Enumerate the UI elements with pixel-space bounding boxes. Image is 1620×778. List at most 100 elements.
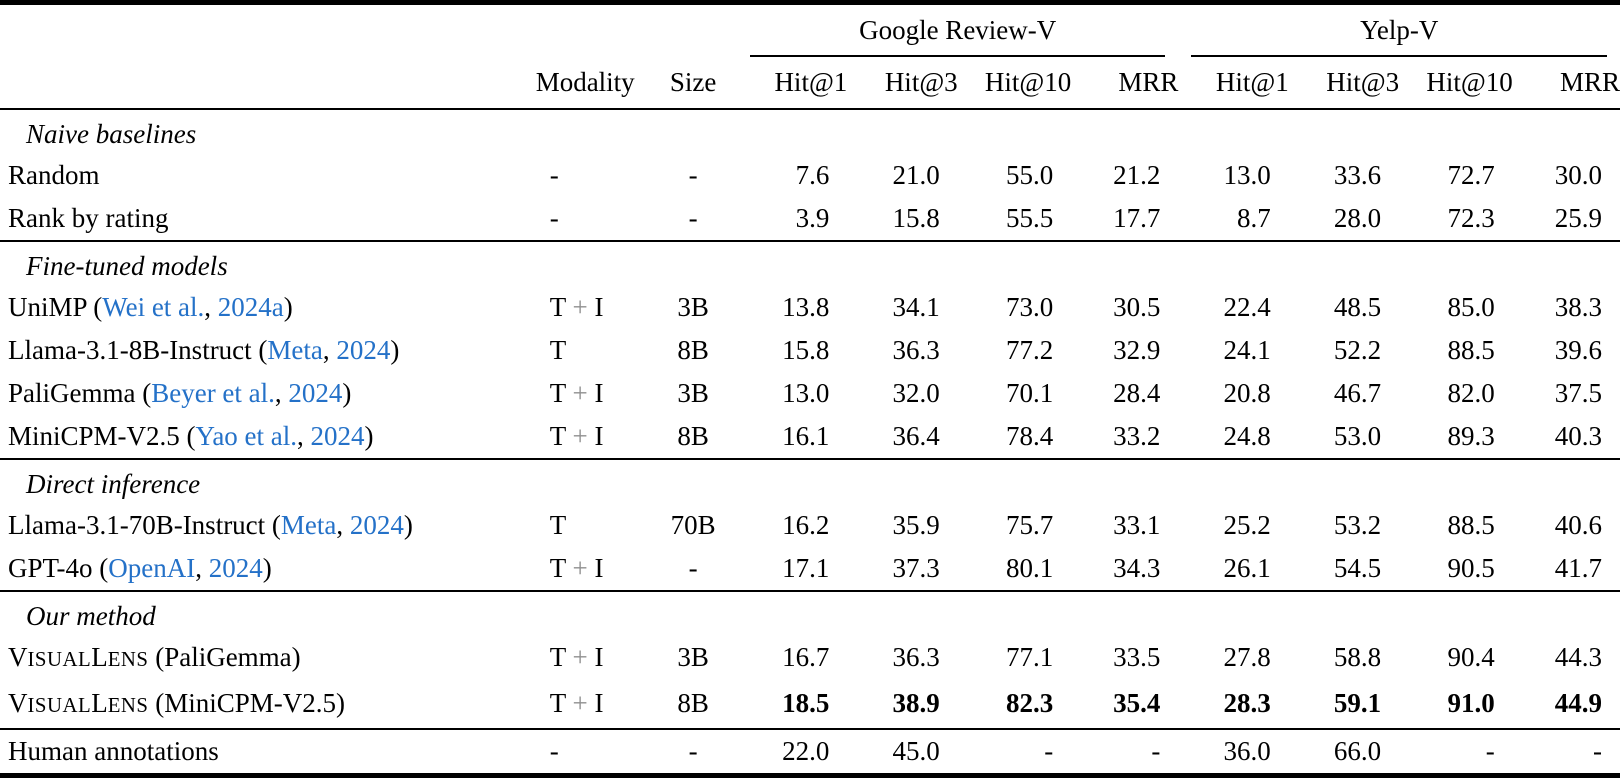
citation-link[interactable]: Beyer et al.	[151, 378, 275, 408]
table-row: Random - - 7.6 21.0 55.0 21.2 13.0 33.6 72.7 30.0	[0, 154, 1620, 197]
section-label: Naive baselines	[26, 119, 197, 149]
metric-cell: 77.2	[1006, 335, 1054, 365]
metric-cell: 28.4	[1113, 378, 1161, 408]
metric-cell: 55.0	[1006, 160, 1054, 190]
modality-cell: T + I	[549, 553, 604, 583]
metric-cell: 54.5	[1333, 553, 1382, 583]
metric-cell: 16.2	[782, 510, 830, 540]
citation-link[interactable]: 2024	[208, 553, 263, 583]
model-name-cell: Human annotations	[0, 728, 536, 776]
group-header-row: Google Review-V Yelp-V	[0, 3, 1620, 59]
table-row: Llama-3.1-70B-Instruct (Meta, 2024) T 70B 1…	[0, 504, 1620, 547]
metric-cell: 38.9	[892, 688, 940, 718]
metric-cell: 44.9	[1554, 688, 1602, 718]
metric-cell: 48.5	[1333, 292, 1382, 322]
metric-cell: 39.6	[1554, 335, 1602, 365]
metric-cell: 55.5	[1006, 203, 1054, 233]
metric-cell: 13.0	[782, 378, 830, 408]
metric-cell: 40.3	[1554, 421, 1602, 451]
metric-cell: 91.0	[1447, 688, 1495, 718]
metric-cell: 53.0	[1333, 421, 1382, 451]
metric-cell: 22.4	[1223, 292, 1271, 322]
metric-cell: 37.3	[892, 553, 940, 583]
table-row: VISUALLENS (MiniCPM-V2.5) T + I 8B 18.5 38.9…	[0, 682, 1620, 729]
metric-cell: 34.3	[1113, 553, 1161, 583]
metric-cell: 13.8	[782, 292, 830, 322]
modality-cell: -	[549, 203, 559, 233]
section-header-row: Fine-tuned models	[0, 240, 1620, 286]
size-cell: 8B	[677, 335, 709, 365]
metric-cell: 36.3	[892, 642, 940, 672]
plus-sign: +	[572, 642, 588, 672]
metric-cell: 16.1	[782, 421, 830, 451]
plus-sign: +	[572, 292, 588, 322]
metric-cell: 82.0	[1447, 378, 1495, 408]
modality-cell: T	[549, 335, 567, 365]
metric-cell: 75.7	[1006, 510, 1054, 540]
metric-cell: 24.1	[1223, 335, 1271, 365]
model-name-cell: PaliGemma (Beyer et al., 2024)	[8, 378, 352, 408]
google-review-v-rule: Google Review-V	[749, 11, 1166, 57]
metric-cell: 36.0	[1178, 728, 1289, 776]
table-row: VISUALLENS (PaliGemma) T + I 3B 16.7 36.3 77.…	[0, 636, 1620, 682]
citation-link[interactable]: Yao et al.	[195, 421, 298, 451]
plus-sign: +	[572, 688, 588, 718]
metric-cell: 77.1	[1006, 642, 1054, 672]
metric-cell: 89.3	[1447, 421, 1495, 451]
modality-cell: -	[535, 728, 650, 776]
size-cell: 70B	[670, 510, 716, 540]
citation-link[interactable]: 2024	[349, 510, 404, 540]
metric-cell: 25.9	[1554, 203, 1602, 233]
plus-sign: +	[572, 421, 588, 451]
model-name-cell: GPT-4o (OpenAI, 2024)	[8, 553, 272, 583]
metric-cell: 30.5	[1113, 292, 1161, 322]
section-header-row: Our method	[0, 590, 1620, 636]
table-row: Rank by rating - - 3.9 15.8 55.5 17.7 8.7 28.0 72…	[0, 197, 1620, 241]
citation-link[interactable]: Wei et al.	[102, 292, 205, 322]
section-header-row: Direct inference	[0, 458, 1620, 504]
table-row: UniMP (Wei et al., 2024a) T + I 3B 13.8 34.1…	[0, 286, 1620, 329]
metric-cell: 16.7	[782, 642, 830, 672]
citation-link[interactable]: Meta	[267, 335, 323, 365]
modality-cell: T + I	[549, 378, 604, 408]
citation-link[interactable]: 2024	[336, 335, 391, 365]
size-cell: 3B	[677, 292, 709, 322]
metric-cell: 22.0	[736, 728, 848, 776]
metric-cell: 59.1	[1333, 688, 1382, 718]
table-row: GPT-4o (OpenAI, 2024) T + I - 17.1 37.3 80.1 3…	[0, 547, 1620, 591]
column-header-gr-hit1: Hit@1	[736, 58, 848, 110]
smallcaps-text: ISUAL	[27, 694, 92, 717]
citation-link[interactable]: OpenAI	[108, 553, 196, 583]
modality-cell: T + I	[549, 642, 604, 672]
metric-cell: 21.2	[1113, 160, 1161, 190]
smallcaps-text: ENS	[107, 648, 149, 671]
group-header-google-review-v: Google Review-V	[737, 3, 1178, 59]
metric-cell: 25.2	[1223, 510, 1271, 540]
modality-cell: -	[549, 160, 559, 190]
metric-cell: 66.0	[1288, 728, 1400, 776]
metric-cell: 72.3	[1447, 203, 1495, 233]
modality-cell: T + I	[549, 688, 604, 718]
column-header-yelp-mrr: MRR	[1512, 58, 1620, 110]
smallcaps-text: ENS	[107, 694, 149, 717]
column-header-yelp-hit3: Hit@3	[1288, 58, 1400, 110]
citation-link[interactable]: Meta	[280, 510, 337, 540]
metric-cell: 80.1	[1006, 553, 1054, 583]
model-name-cell: VISUALLENS (PaliGemma)	[8, 642, 301, 672]
group-label-google-review-v: Google Review-V	[859, 15, 1057, 45]
citation-link[interactable]: 2024a	[217, 292, 284, 322]
size-cell: 3B	[677, 378, 709, 408]
citation-link[interactable]: 2024	[288, 378, 343, 408]
metric-cell: 78.4	[1006, 421, 1054, 451]
metric-cell: 33.5	[1113, 642, 1161, 672]
smallcaps-text: ISUAL	[27, 648, 92, 671]
metric-cell: 37.5	[1554, 378, 1602, 408]
section-header-row: Naive baselines	[0, 109, 1620, 154]
table-header: Google Review-V Yelp-V Modality Size Hit…	[0, 3, 1620, 110]
citation-link[interactable]: 2024	[310, 421, 365, 451]
metric-cell: 32.9	[1113, 335, 1161, 365]
metric-cell: 24.8	[1223, 421, 1271, 451]
metric-cell: 45.0	[847, 728, 958, 776]
metric-cell: 27.8	[1223, 642, 1271, 672]
metric-cell: 17.1	[782, 553, 830, 583]
